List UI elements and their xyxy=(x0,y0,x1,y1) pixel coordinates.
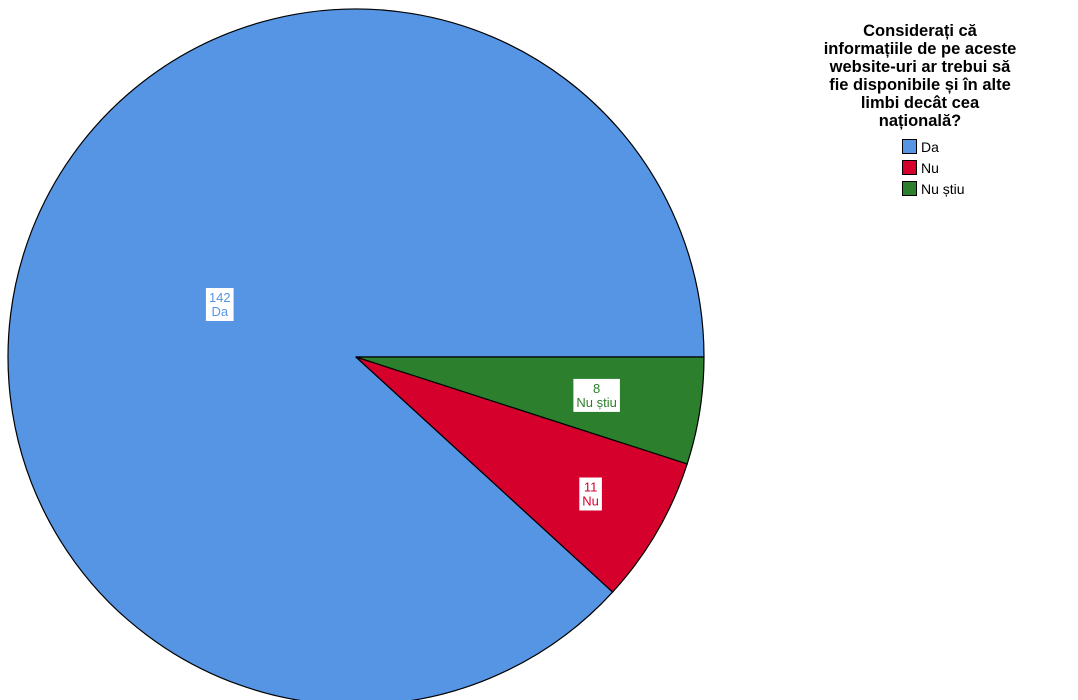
pie-slice-da xyxy=(7,8,705,700)
data-label-value: 142 xyxy=(209,290,231,305)
data-label-value: 11 xyxy=(584,480,598,495)
legend-title-line: fie disponibile și în alte xyxy=(829,76,1011,94)
legend-label-nu-stiu: Nu știu xyxy=(921,180,965,197)
legend-items: Da Nu Nu știu xyxy=(902,136,1034,199)
legend-item-da: Da xyxy=(902,136,1034,157)
legend-title: Considerați că informațiile de pe aceste… xyxy=(806,22,1034,130)
legend-swatch-da xyxy=(902,139,917,154)
legend-label-da: Da xyxy=(921,138,939,155)
legend-swatch-nu xyxy=(902,160,917,175)
data-label-value: 8 xyxy=(593,381,600,396)
data-label-box xyxy=(205,288,234,321)
legend-label-nu: Nu xyxy=(921,159,939,176)
legend-title-line: națională? xyxy=(878,112,962,130)
data-label-category: Nu știu xyxy=(576,395,616,410)
legend-item-nu: Nu xyxy=(902,157,1034,178)
legend-title-line: Considerați că xyxy=(863,22,977,40)
pie-slice-nu xyxy=(355,356,688,593)
legend-title-line: informațiile de pe aceste xyxy=(823,40,1017,58)
legend-swatch-nu-stiu xyxy=(902,181,917,196)
data-label-box xyxy=(573,378,620,412)
chart-legend: Considerați că informațiile de pe aceste… xyxy=(806,22,1034,199)
legend-title-line: limbi decât cea xyxy=(860,94,980,112)
legend-title-line: website-uri ar trebui să xyxy=(829,58,1011,76)
pie-slices xyxy=(7,8,705,700)
data-label-box xyxy=(579,477,602,511)
data-label-category: Nu xyxy=(582,494,599,509)
data-label-nu-stiu: 8Nu știu xyxy=(573,378,620,412)
legend-item-nu-stiu: Nu știu xyxy=(902,178,1034,199)
data-label-category: Da xyxy=(211,304,228,319)
